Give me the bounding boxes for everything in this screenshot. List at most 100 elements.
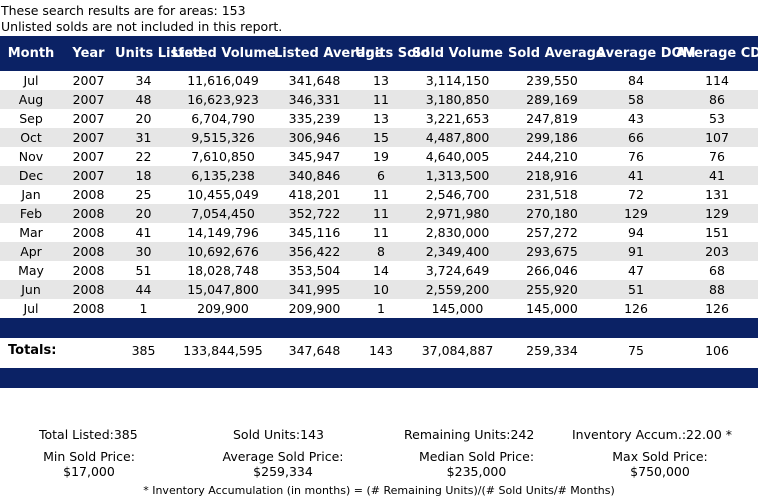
table-cell: 11 [355,204,407,223]
table-cell: 126 [705,301,729,316]
table-cell: Feb [0,204,62,223]
table-cell: 3,180,850 [407,90,508,109]
totals-cell: 37,084,887 [421,343,494,358]
sold-units: Sold Units:143 [233,427,324,442]
average-sold-price: Average Sold Price: $259,334 [193,449,373,479]
table-cell: 257,272 [526,225,578,240]
totals-cell: 106 [705,343,729,358]
table-cell: 51 [596,280,676,299]
table-cell: 7,054,450 [172,204,274,223]
table-cell: 94 [628,225,644,240]
table-cell: 340,846 [274,166,355,185]
table-cell: 68 [709,263,725,278]
totals-label: Totals: [8,343,57,358]
col-header-average-dom: Average DOM [596,36,696,71]
totals-cell: 75 [628,343,644,358]
table-cell: 2008 [72,187,105,202]
table-cell: Jul [23,301,39,316]
table-row: Sep 2007 20 6,704,790 335,239 13 3,221,653 247,… [0,109,758,128]
table-cell: 2,830,000 [425,225,490,240]
table-cell: May [18,263,44,278]
totals-cell: 385 [131,343,156,358]
max-sold-price: Max Sold Price: $750,000 [572,449,748,479]
table-cell: 209,900 [197,301,249,316]
table-cell: 266,046 [526,263,578,278]
total-listed: Total Listed:385 [39,427,138,442]
table-cell: 129 [676,204,758,223]
table-cell: 84 [628,73,644,88]
table-cell: 31 [115,128,172,147]
table-cell: 15 [355,128,407,147]
table-row: Mar 2008 41 14,149,796 345,116 11 2,830,000 257… [0,223,758,242]
summary-panel: Total Listed:385 Sold Units:143 Remainin… [0,427,758,479]
table-cell: 14,149,796 [187,225,259,240]
table-row: May 2008 51 18,028,748 353,504 14 3,724,649 266… [0,261,758,280]
table-cell: Mar [19,225,43,240]
divider-bar [0,318,758,338]
table-cell: 1,313,500 [407,166,508,185]
table-cell: 418,201 [288,187,341,202]
table-cell: 6,135,238 [172,166,274,185]
table-cell: 7,610,850 [191,149,255,164]
table-cell: 341,995 [274,280,355,299]
table-cell: 335,239 [288,111,341,126]
table-cell: 16,623,923 [172,90,274,109]
table-cell: 9,515,326 [172,128,274,147]
median-sold-price-value: $235,000 [446,464,507,479]
unlisted-solds-note: Unlisted solds are not included in this … [1,19,283,34]
max-sold-price-value: $750,000 [630,464,690,479]
col-header-month: Month [0,36,62,71]
table-cell: 244,210 [526,149,578,164]
totals-row: Totals: 385 133,844,595 347,648 143 37,0… [0,338,758,363]
remaining-units: Remaining Units:242 [404,427,535,442]
col-header-sold-volume: Sold Volume [407,36,508,71]
table-cell: 3,221,653 [425,111,490,126]
median-sold-price: Median Sold Price: $235,000 [384,449,569,479]
table-cell: 4,640,005 [425,149,490,164]
table-cell: 18 [115,166,172,185]
table-row: Jan 2008 25 10,455,049 418,201 11 2,546,700 231… [0,185,758,204]
median-sold-price-label: Median Sold Price: [418,449,535,464]
max-sold-price-label: Max Sold Price: [612,449,708,464]
table-cell: 88 [676,280,758,299]
table-cell: 44 [115,280,172,299]
min-sold-price: Min Sold Price: $17,000 [0,449,178,479]
table-cell: 2008 [62,204,115,223]
divider-bar [0,368,758,388]
table-row: Jul 2008 1 209,900 209,900 1 145,000 145,000 126… [0,299,758,318]
table-cell: Aug [0,90,62,109]
table-cell: 107 [676,128,758,147]
col-header-sold-average: Sold Average [508,36,605,71]
min-sold-price-value: $17,000 [63,464,115,479]
table-cell: 51 [135,263,152,278]
col-header-listed-average: Listed Average [274,36,384,71]
table-cell: 126 [624,301,648,316]
table-cell: 41 [596,166,676,185]
table-cell: 239,550 [526,73,578,88]
table-cell: 145,000 [431,301,484,316]
table-cell: 2008 [62,242,115,261]
table-cell: 145,000 [526,301,578,316]
table-cell: 345,116 [288,225,341,240]
table-cell: 353,504 [288,263,341,278]
table-cell: 10 [355,280,407,299]
table-cell: 58 [596,90,676,109]
table-cell: 48 [115,90,172,109]
table-cell: 131 [705,187,729,202]
header-row: Month Year Units Listed Listed Volume Li… [0,36,763,71]
table-cell: 6 [355,166,407,185]
table-cell: 43 [628,111,644,126]
table-row: Nov 2007 22 7,610,850 345,947 19 4,640,005 244,… [0,147,758,166]
table-row: Aug 2007 48 16,623,923 346,331 11 3,180,850 289… [0,90,758,109]
table-cell: 299,186 [508,128,596,147]
table-cell: 2007 [62,128,115,147]
table-cell: 1 [377,301,385,316]
col-header-average-cdom: Average CDOM [676,36,763,71]
table-cell: 345,947 [288,149,341,164]
table-row: Jul 2007 34 11,616,049 341,648 13 3,114,150 239… [0,71,758,90]
average-sold-price-label: Average Sold Price: [222,449,344,464]
table-cell: 1 [139,301,148,316]
table-cell: 129 [596,204,676,223]
market-report-table: Month Year Units Listed Listed Volume Li… [0,36,763,388]
table-row: Feb 2008 20 7,054,450 352,722 11 2,971,980 270,… [0,204,758,223]
